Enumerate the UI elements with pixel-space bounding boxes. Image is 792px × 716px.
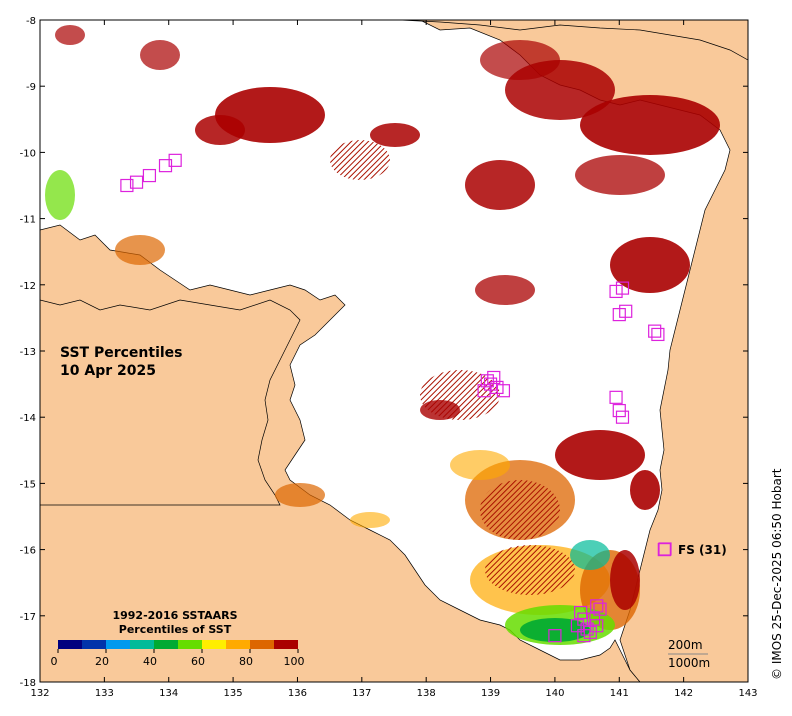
x-tick-label: 139 <box>481 688 500 699</box>
station-marker <box>612 403 626 418</box>
legend-tick-label: 60 <box>191 655 205 668</box>
legend-swatch <box>58 640 82 649</box>
legend-title-line2: Percentiles of SST <box>119 623 232 636</box>
y-tick-label: -12 <box>20 281 36 292</box>
station-marker <box>651 327 665 342</box>
x-tick-label: 137 <box>352 688 371 699</box>
station-marker <box>120 178 134 193</box>
legend-swatch <box>82 640 106 649</box>
legend-tick-label: 40 <box>143 655 157 668</box>
station-marker <box>590 599 604 613</box>
y-tick-label: -9 <box>26 82 36 93</box>
station-marker <box>586 612 601 626</box>
legend-swatch <box>106 640 130 649</box>
y-tick-label: -18 <box>20 678 36 689</box>
station-marker <box>548 629 562 643</box>
legend-tick-label: 0 <box>51 655 58 668</box>
contour-label-200m: 200m <box>668 638 703 652</box>
y-tick-label: -10 <box>20 148 36 159</box>
legend-swatch <box>154 640 178 649</box>
legend-swatch <box>274 640 298 649</box>
x-tick-label: 134 <box>159 688 178 699</box>
x-tick-label: 141 <box>610 688 629 699</box>
legend-color-bar <box>58 640 298 649</box>
y-tick-label: -15 <box>20 479 36 490</box>
y-tick-label: -14 <box>20 413 36 424</box>
map-title: SST Percentiles <box>60 345 183 361</box>
station-marker <box>577 629 591 643</box>
y-tick-label: -17 <box>20 612 36 623</box>
station-legend-marker <box>658 542 672 556</box>
legend-swatch <box>226 640 250 649</box>
station-marker <box>168 153 182 167</box>
station-marker <box>129 175 144 189</box>
legend-ticks: 0 20 40 60 80 100 <box>51 649 305 668</box>
x-tick-label: 143 <box>738 688 757 699</box>
station-marker <box>496 384 511 398</box>
legend-tick-label: 20 <box>95 655 109 668</box>
legend-swatch <box>250 640 274 649</box>
station-marker <box>609 390 623 404</box>
legend-swatch <box>178 640 202 649</box>
percentile-legend: 1992-2016 SSTAARS Percentiles of SST 0 20… <box>51 609 305 668</box>
x-tick-label: 140 <box>545 688 564 699</box>
land-new-guinea <box>399 20 748 61</box>
y-axis: -8 -9 -10 -11 -12 -13 -14 -15 -16 -17 -18 <box>20 16 748 689</box>
legend-title-line1: 1992-2016 SSTAARS <box>112 609 237 622</box>
station-marker <box>142 168 157 183</box>
x-tick-label: 132 <box>30 688 49 699</box>
land-gulf-west <box>40 299 301 506</box>
legend-tick-label: 80 <box>239 655 253 668</box>
x-tick-label: 138 <box>417 688 436 699</box>
legend-tick-label: 100 <box>284 655 305 668</box>
station-marker <box>648 324 662 338</box>
sst-patches <box>45 25 720 645</box>
station-marker <box>574 605 588 620</box>
station-legend-label: FS (31) <box>678 543 727 557</box>
x-axis: 132 133 134 135 136 137 138 139 140 141 142 143 <box>30 20 758 699</box>
x-tick-label: 133 <box>95 688 114 699</box>
x-tick-label: 135 <box>224 688 243 699</box>
station-marker <box>615 281 630 295</box>
imos-credit: © IMOS 25-Dec-2025 06:50 Hobart <box>770 468 784 680</box>
station-marker <box>477 384 491 398</box>
station-marker <box>158 159 173 173</box>
y-tick-label: -16 <box>20 546 36 557</box>
x-tick-label: 142 <box>674 688 693 699</box>
legend-swatch <box>130 640 154 649</box>
contour-label-1000m: 1000m <box>668 656 710 670</box>
y-tick-label: -13 <box>20 347 36 358</box>
station-marker <box>487 370 501 385</box>
station-marker <box>619 304 633 318</box>
station-markers <box>120 153 671 643</box>
map-date: 10 Apr 2025 <box>60 363 156 379</box>
y-tick-label: -11 <box>20 215 36 226</box>
y-tick-label: -8 <box>26 16 36 27</box>
station-marker <box>615 410 630 424</box>
x-tick-label: 136 <box>288 688 307 699</box>
legend-swatch <box>202 640 226 649</box>
